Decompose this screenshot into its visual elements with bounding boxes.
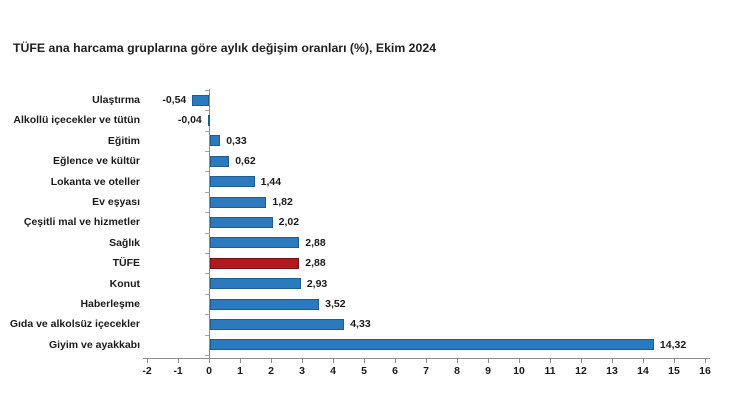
x-axis-tick [240,359,241,363]
x-axis-tick-label: 13 [606,365,618,377]
category-tick [205,253,209,254]
category-label: Ev eşyası [92,196,140,208]
bar [210,135,221,147]
bar [210,318,345,330]
category-label: Lokanta ve oteller [50,175,140,188]
category-label: Gıda ve alkolsüz içecekler [9,318,140,331]
x-axis-tick [364,359,365,363]
x-axis-tick-label: 6 [392,365,398,377]
category-tick [205,171,209,173]
x-axis-tick [333,359,334,363]
zero-axis-line [209,89,210,358]
value-label: 14,32 [659,338,687,351]
x-axis-tick [519,359,520,363]
x-axis-tick-label: -2 [142,365,152,377]
bar [210,176,255,188]
x-axis-tick-label: 9 [485,365,491,377]
x-axis-tick-label: 0 [206,365,212,377]
x-axis-tick-label: 4 [330,365,336,377]
category-label: Konut [109,277,140,290]
category-label: Ulaştırma [92,94,140,106]
category-label: Haberleşme [80,298,140,310]
x-axis-tick-label: 1 [237,365,243,377]
x-axis-line [143,358,710,359]
x-axis-tick [705,359,706,363]
x-axis-tick-label: 5 [361,365,367,377]
x-axis-tick [550,359,551,363]
value-label: 2,02 [278,216,300,229]
x-axis-tick-label: 3 [299,365,305,377]
x-axis-tick [612,359,613,363]
x-axis-tick [581,359,582,363]
x-axis-tick-label: 7 [423,365,429,377]
category-tick [205,89,209,91]
x-axis-tick-label: 2 [268,365,274,377]
category-label: Eğitim [107,134,140,147]
value-label: 4,33 [350,318,371,331]
bar-highlight [210,257,300,269]
bar [192,94,209,106]
x-axis-tick [488,359,489,363]
category-tick [205,130,209,132]
value-label: 2,88 [305,236,326,249]
x-axis-tick-label: 10 [513,365,525,377]
x-axis-tick [643,359,644,363]
x-axis-tick [178,359,179,363]
category-tick [205,110,209,112]
chart-title: TÜFE ana harcama gruplarına göre aylık d… [13,41,437,55]
category-tick [205,273,209,275]
bar [210,298,320,310]
category-label: Çeşitli mal ve hizmetler [23,216,140,229]
x-axis-tick [147,359,148,363]
x-axis-tick-label: 14 [637,365,649,377]
bar [210,339,654,351]
bar [210,216,273,228]
x-axis-tick [395,359,396,363]
value-label: -0,04 [177,114,202,127]
x-axis-tick [457,359,458,363]
value-label: 0,33 [226,134,247,147]
category-label: TÜFE [112,257,140,270]
x-axis-tick [271,359,272,363]
value-label: 1,44 [260,175,282,188]
bar [210,278,301,290]
category-tick [205,232,209,234]
x-axis-tick [674,359,675,363]
value-label: 2,88 [305,257,326,270]
value-label: 2,93 [306,277,328,290]
value-label: 0,62 [235,155,256,168]
bar [210,155,230,167]
x-axis-tick-label: 16 [699,365,711,377]
x-axis-tick-label: -1 [173,365,183,377]
category-label: Sağlık [109,236,140,249]
value-label: -0,54 [162,94,187,106]
value-label: 1,82 [272,196,293,208]
bar [210,237,300,249]
category-label: Eğlence ve kültür [53,155,140,168]
x-axis-tick-label: 15 [668,365,680,377]
bar [207,114,210,126]
x-axis-tick [209,359,210,363]
category-tick [205,355,209,356]
x-axis-tick [302,359,303,363]
category-tick [205,293,209,295]
value-label: 3,52 [325,298,346,310]
category-tick [205,314,209,316]
x-axis-tick [426,359,427,363]
category-label: Alkollü içecekler ve tütün [13,114,140,127]
category-label: Giyim ve ayakkabı [48,338,140,351]
x-axis-tick-label: 12 [575,365,587,377]
category-tick [205,191,209,193]
category-tick [205,212,209,214]
category-tick [205,151,209,152]
x-axis-tick-label: 8 [454,365,460,377]
category-tick [205,334,209,336]
bar [210,196,267,208]
x-axis-tick-label: 11 [544,365,556,377]
